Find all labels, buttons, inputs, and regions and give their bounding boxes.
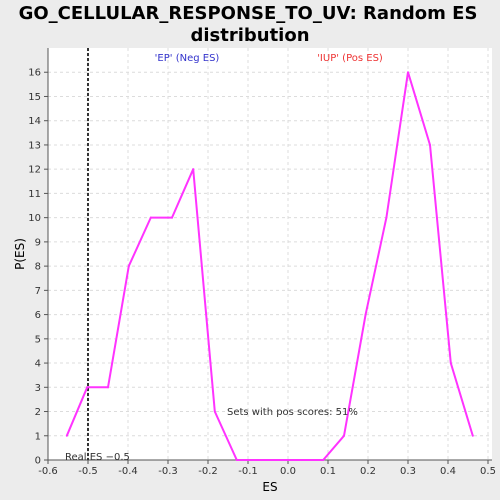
y-tick-label: 16 <box>28 68 41 79</box>
y-axis-label: P(ES) <box>13 238 27 270</box>
data-point <box>65 434 68 437</box>
y-tick-label: 8 <box>35 262 41 273</box>
x-tick-label: 0.2 <box>360 466 376 477</box>
data-point <box>192 168 195 171</box>
y-tick-label: 5 <box>35 334 41 345</box>
x-tick-label: 0.3 <box>400 466 416 477</box>
x-tick-label: 0.4 <box>440 466 456 477</box>
x-tick-label: -0.1 <box>238 466 258 477</box>
data-point <box>429 143 431 146</box>
data-point <box>471 434 474 437</box>
y-tick-label: 6 <box>35 310 41 321</box>
series <box>65 71 474 461</box>
y-tick-label: 11 <box>28 189 41 200</box>
x-tick-label: -0.5 <box>78 466 98 477</box>
data-point <box>86 386 89 389</box>
y-tick-label: 12 <box>28 165 41 176</box>
pos-scores-note: Sets with pos scores: 51% <box>227 407 358 418</box>
data-point <box>407 71 409 74</box>
ticks: -0.6 -0.5 -0.4 -0.3 -0.2 -0.1 0.0 0.1 0.2 0.3 0.4 0… <box>28 68 496 477</box>
data-point <box>385 216 388 219</box>
data-point <box>257 459 259 461</box>
data-point <box>322 459 325 461</box>
data-point <box>127 265 130 268</box>
data-point <box>235 459 238 461</box>
x-axis-label: ES <box>262 480 277 494</box>
neg-es-label: 'EP' (Neg ES) <box>155 53 220 64</box>
y-tick-label: 13 <box>28 140 41 151</box>
x-tick-label: -0.3 <box>158 466 178 477</box>
x-tick-label: -0.6 <box>38 466 58 477</box>
y-tick-label: 14 <box>28 116 41 127</box>
x-tick-label: -0.4 <box>118 466 138 477</box>
data-point <box>107 386 109 389</box>
data-point <box>364 313 367 316</box>
data-point <box>449 362 452 365</box>
chart-title-line1: GO_CELLULAR_RESPONSE_TO_UV: Random ES <box>19 3 478 24</box>
data-point <box>300 459 303 461</box>
real-es-label: Real ES −0.5 <box>65 452 130 463</box>
data-point <box>213 410 216 413</box>
chart-title-line2: distribution <box>190 25 309 46</box>
x-tick-label: 0.1 <box>320 466 336 477</box>
x-tick-label: 0.5 <box>480 466 496 477</box>
x-tick-label: 0.0 <box>280 466 296 477</box>
y-tick-label: 1 <box>35 431 41 442</box>
y-tick-label: 2 <box>35 407 41 418</box>
y-tick-label: 3 <box>35 383 41 394</box>
data-point <box>279 459 281 461</box>
data-point <box>171 216 173 219</box>
y-tick-label: 10 <box>28 213 41 224</box>
y-tick-label: 4 <box>35 359 41 370</box>
data-point <box>149 216 152 219</box>
y-tick-label: 9 <box>35 237 41 248</box>
y-tick-label: 0 <box>35 456 41 467</box>
series-line <box>65 71 474 461</box>
x-tick-label: -0.2 <box>198 466 218 477</box>
y-tick-label: 7 <box>35 286 41 297</box>
plot-area <box>48 48 492 460</box>
data-point <box>343 434 345 437</box>
pos-es-label: 'IUP' (Pos ES) <box>317 53 383 64</box>
y-tick-label: 15 <box>28 92 41 103</box>
